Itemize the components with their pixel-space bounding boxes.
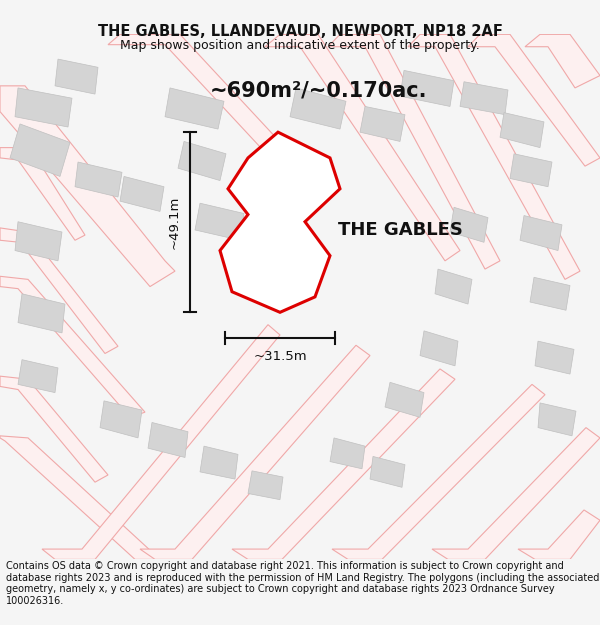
Polygon shape <box>0 436 160 559</box>
Polygon shape <box>360 106 405 141</box>
Polygon shape <box>400 71 454 106</box>
Text: Map shows position and indicative extent of the property.: Map shows position and indicative extent… <box>120 39 480 52</box>
Polygon shape <box>518 510 600 559</box>
Polygon shape <box>165 88 224 129</box>
Polygon shape <box>248 471 283 499</box>
Polygon shape <box>232 369 455 559</box>
Polygon shape <box>0 376 108 482</box>
Polygon shape <box>420 331 458 366</box>
Polygon shape <box>510 154 552 187</box>
Polygon shape <box>538 403 576 436</box>
Polygon shape <box>0 228 118 354</box>
Polygon shape <box>535 341 574 374</box>
Polygon shape <box>370 456 405 488</box>
Polygon shape <box>450 208 488 242</box>
Text: Contains OS data © Crown copyright and database right 2021. This information is : Contains OS data © Crown copyright and d… <box>6 561 599 606</box>
Polygon shape <box>200 446 238 479</box>
Polygon shape <box>178 141 226 181</box>
Polygon shape <box>10 124 70 176</box>
Polygon shape <box>330 438 365 469</box>
Polygon shape <box>100 401 142 438</box>
Polygon shape <box>15 222 62 261</box>
Polygon shape <box>75 162 122 197</box>
Polygon shape <box>435 269 472 304</box>
Polygon shape <box>0 276 145 418</box>
Polygon shape <box>265 34 460 261</box>
Polygon shape <box>385 382 424 418</box>
Polygon shape <box>120 176 164 211</box>
Polygon shape <box>460 82 508 114</box>
Polygon shape <box>408 34 580 279</box>
Polygon shape <box>195 203 244 240</box>
Text: THE GABLES: THE GABLES <box>338 221 463 239</box>
Text: THE GABLES, LLANDEVAUD, NEWPORT, NP18 2AF: THE GABLES, LLANDEVAUD, NEWPORT, NP18 2A… <box>98 24 502 39</box>
Polygon shape <box>500 112 544 148</box>
Polygon shape <box>0 148 85 240</box>
Text: ~31.5m: ~31.5m <box>253 350 307 363</box>
Polygon shape <box>18 359 58 392</box>
Polygon shape <box>432 428 600 559</box>
Polygon shape <box>140 345 370 559</box>
Polygon shape <box>520 216 562 251</box>
Polygon shape <box>0 86 175 287</box>
Polygon shape <box>108 34 290 163</box>
Polygon shape <box>42 324 280 559</box>
Polygon shape <box>530 278 570 310</box>
Polygon shape <box>55 59 98 94</box>
Polygon shape <box>328 34 500 269</box>
Polygon shape <box>15 88 72 127</box>
Polygon shape <box>525 34 600 88</box>
Polygon shape <box>332 384 545 559</box>
Polygon shape <box>220 132 340 312</box>
Text: ~49.1m: ~49.1m <box>167 196 181 249</box>
Polygon shape <box>148 422 188 457</box>
Polygon shape <box>18 294 65 333</box>
Text: ~690m²/~0.170ac.: ~690m²/~0.170ac. <box>210 81 427 101</box>
Polygon shape <box>468 34 600 166</box>
Polygon shape <box>290 88 346 129</box>
